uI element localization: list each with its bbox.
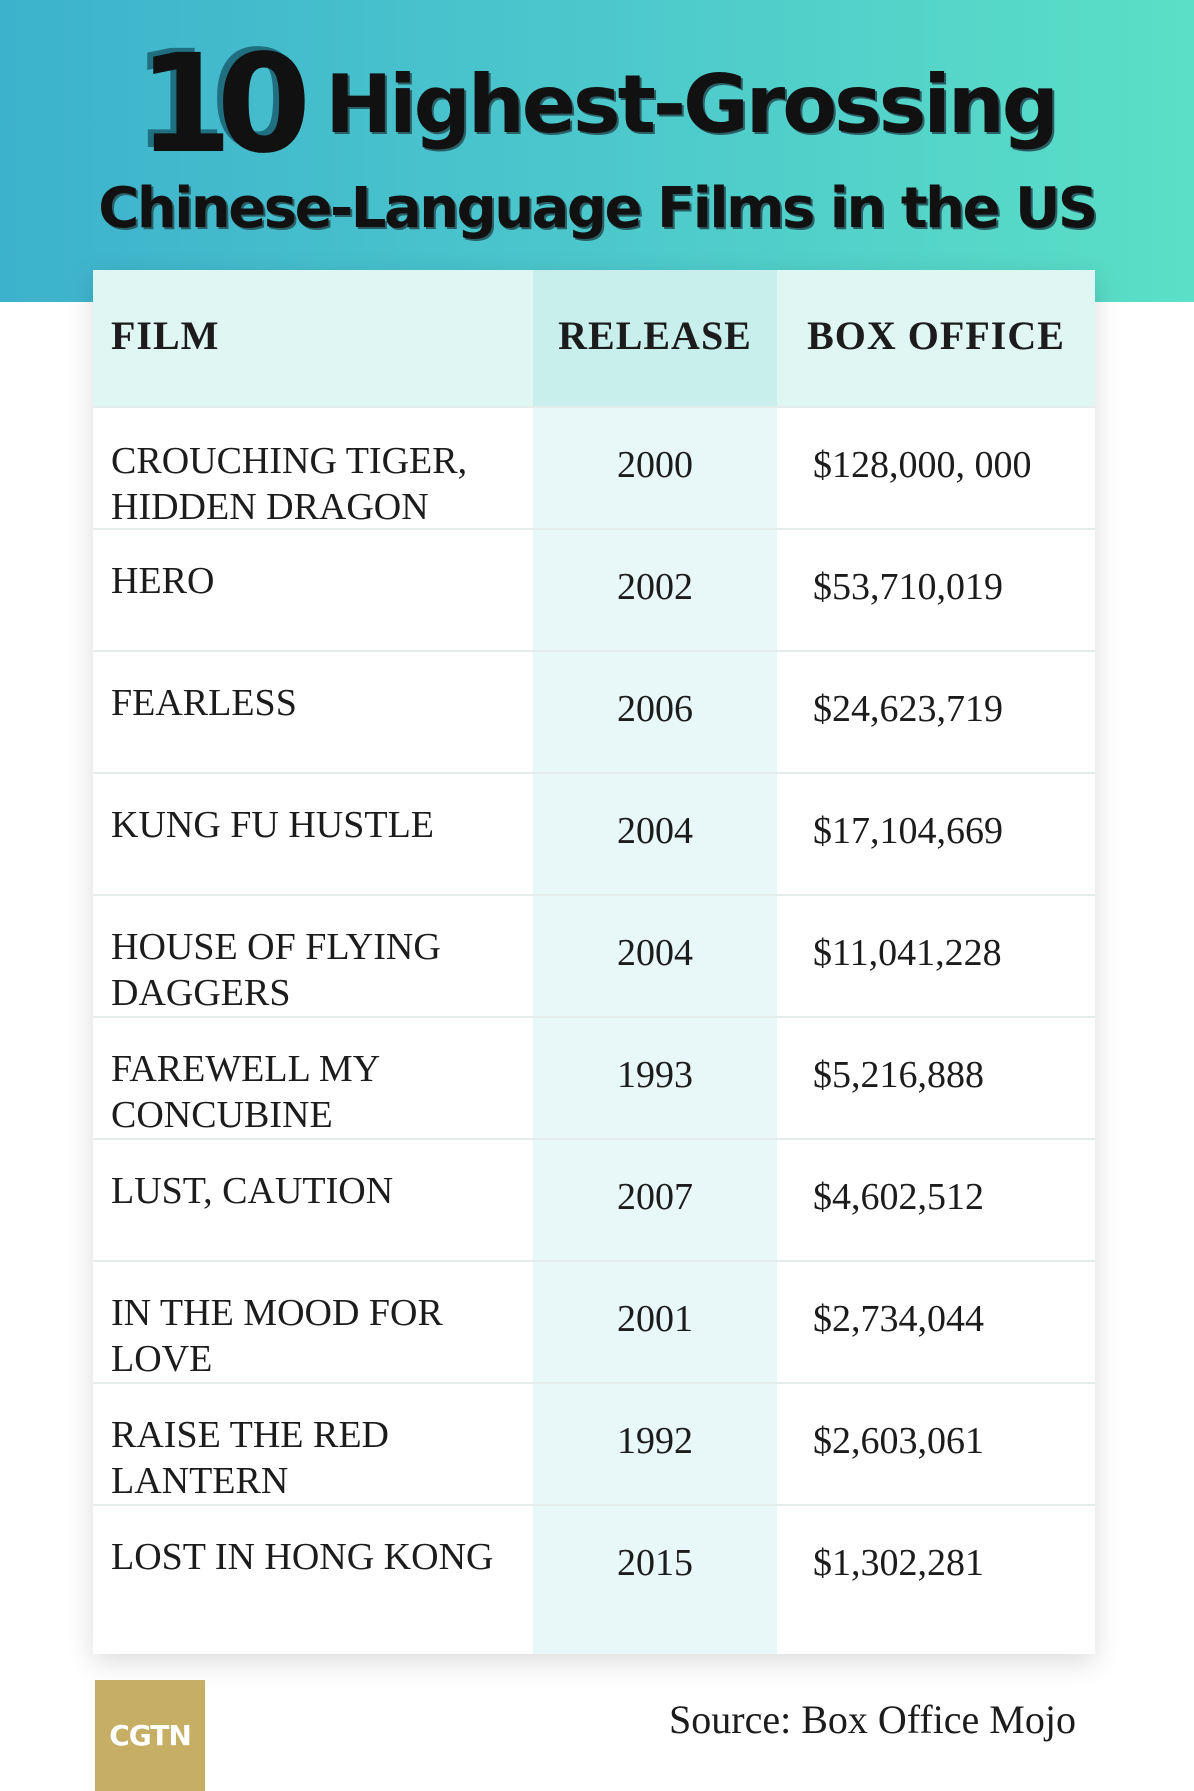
source-note: Source: Box Office Mojo [669,1697,1076,1742]
table-row: FAREWELL MY CONCUBINE 1993 $5,216,888 [93,1016,1095,1138]
film-cell: LUST, CAUTION [111,1170,394,1212]
film-cell: FAREWELL MY CONCUBINE [111,1048,379,1136]
box-office-cell: $128,000, 000 [813,444,1032,486]
table-header: FILM RELEASE BOX OFFICE [93,270,1095,406]
column-header-box-office: BOX OFFICE [807,313,1065,358]
film-cell: HOUSE OF FLYING DAGGERS [111,926,441,1014]
title-subline: Chinese-Language Films in the US [98,176,1098,241]
film-cell: IN THE MOOD FOR LOVE [111,1292,443,1380]
title-main: Highest-Grossing [325,58,1059,151]
table-row: HOUSE OF FLYING DAGGERS 2004 $11,041,228 [93,894,1095,1016]
film-cell: RAISE THE RED LANTERN [111,1414,389,1502]
release-cell: 2001 [617,1298,693,1340]
film-cell: KUNG FU HUSTLE [111,804,434,846]
release-cell: 2002 [617,566,693,608]
release-cell: 2000 [617,444,693,486]
box-office-cell: $17,104,669 [813,810,1003,852]
release-cell: 2015 [617,1542,693,1584]
film-cell: CROUCHING TIGER, HIDDEN DRAGON [111,440,468,528]
table-row: CROUCHING TIGER, HIDDEN DRAGON 2000 $128,0… [93,406,1095,528]
box-office-cell: $24,623,719 [813,688,1003,730]
table-row: LOST IN HONG KONG 2015 $1,302,281 [93,1504,1095,1626]
box-office-cell: $11,041,228 [813,932,1002,974]
release-cell: 2004 [617,810,693,852]
box-office-cell: $1,302,281 [813,1542,984,1584]
column-header-film: FILM [111,313,220,358]
release-cell: 2006 [617,688,693,730]
film-cell: HERO [111,560,215,602]
release-cell: 1993 [617,1054,693,1096]
release-cell: 2007 [617,1176,693,1218]
film-cell: LOST IN HONG KONG [111,1536,494,1578]
table-row: HERO 2002 $53,710,019 [93,528,1095,650]
box-office-cell: $2,603,061 [813,1420,984,1462]
table-row: RAISE THE RED LANTERN 1992 $2,603,061 [93,1382,1095,1504]
box-office-cell: $4,602,512 [813,1176,984,1218]
title-line-1: 10 Highest-Grossing [0,30,1194,180]
release-column-band [533,270,777,1654]
release-cell: 2004 [617,932,693,974]
cgtn-logo: CGTN [95,1680,205,1791]
box-office-table: FILM RELEASE BOX OFFICE CROUCHING TIGER,… [93,270,1095,1654]
release-header-band [533,270,777,406]
table-row: KUNG FU HUSTLE 2004 $17,104,669 [93,772,1095,894]
header-banner: 10 Highest-Grossing Chinese-Language Fil… [0,0,1194,302]
film-cell: FEARLESS [111,682,297,724]
column-header-release: RELEASE [558,313,752,358]
table-row: FEARLESS 2006 $24,623,719 [93,650,1095,772]
table-row: LUST, CAUTION 2007 $4,602,512 [93,1138,1095,1260]
box-office-cell: $53,710,019 [813,566,1003,608]
title-number: 10 [137,26,311,184]
release-cell: 1992 [617,1420,693,1462]
table-row: IN THE MOOD FOR LOVE 2001 $2,734,044 [93,1260,1095,1382]
box-office-cell: $2,734,044 [813,1298,984,1340]
box-office-cell: $5,216,888 [813,1054,984,1096]
